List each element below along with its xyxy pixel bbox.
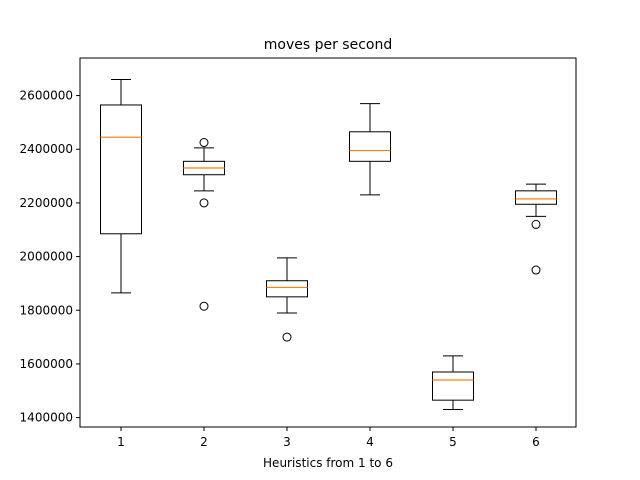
- outlier-point: [199, 301, 209, 311]
- box-1: [100, 104, 142, 235]
- x-tick-label: 4: [366, 435, 374, 449]
- y-tick-label: 2200000: [20, 196, 73, 210]
- y-tick-label: 1400000: [20, 411, 73, 425]
- axes-frame: [79, 57, 577, 428]
- x-tick-label: 2: [200, 435, 208, 449]
- y-tick-label: 1800000: [20, 303, 73, 317]
- y-tick-label: 2000000: [20, 250, 73, 264]
- y-tick-label: 2600000: [20, 89, 73, 103]
- outlier-point: [531, 265, 541, 275]
- y-tick-label: 1600000: [20, 357, 73, 371]
- x-tick-label: 6: [532, 435, 540, 449]
- box-6: [515, 190, 557, 205]
- plot-area: 1400000 1600000 1800000 2000000 2200000 24000…: [20, 78, 557, 449]
- box-4: [349, 131, 391, 162]
- outlier-point: [199, 138, 209, 148]
- box-5: [432, 371, 474, 401]
- x-tick-label: 1: [117, 435, 125, 449]
- chart-title: moves per second: [264, 37, 392, 53]
- box-3: [266, 280, 308, 298]
- x-axis-label: Heuristics from 1 to 6: [263, 456, 393, 470]
- outlier-point: [282, 332, 292, 342]
- outlier-point: [199, 198, 209, 208]
- x-tick-label: 3: [283, 435, 291, 449]
- outlier-point: [531, 219, 541, 229]
- y-tick-label: 2400000: [20, 142, 73, 156]
- x-tick-label: 5: [449, 435, 457, 449]
